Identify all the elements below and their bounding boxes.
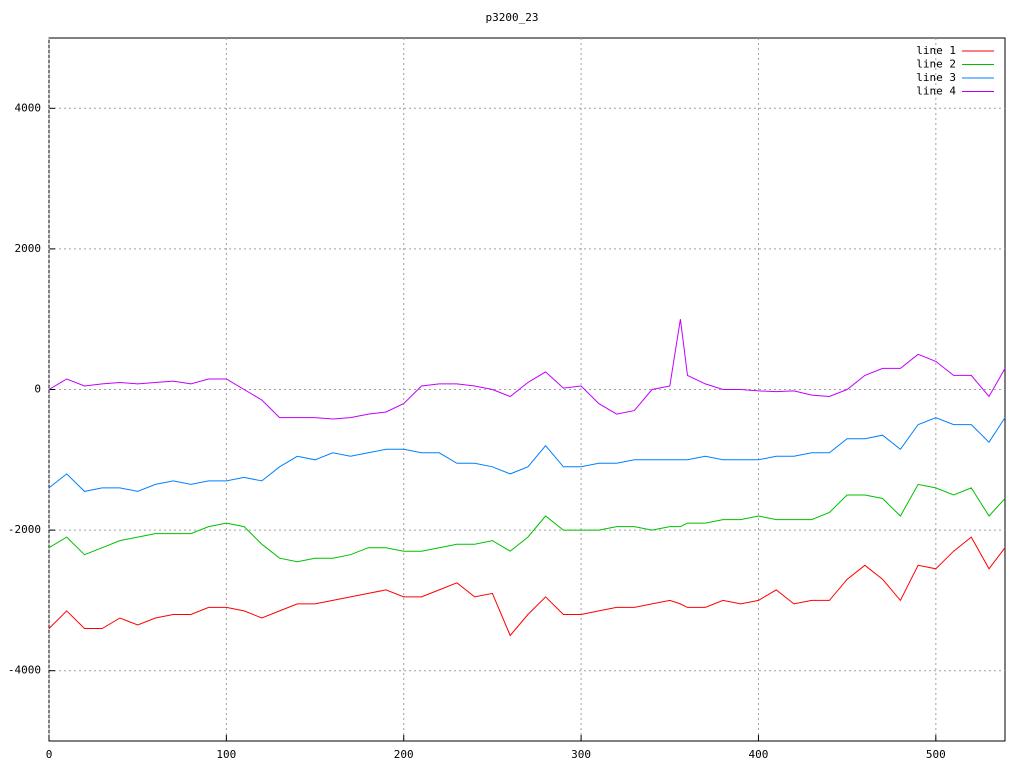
x-tick-label: 500 (926, 748, 946, 761)
data-line (48, 417, 1006, 492)
x-tick-label: 400 (749, 748, 769, 761)
legend-label: line 1 (916, 44, 956, 57)
y-tick-label: -4000 (8, 664, 41, 677)
x-tick-label: 100 (216, 748, 236, 761)
data-line (48, 536, 1006, 637)
y-tick-label: 2000 (15, 242, 42, 255)
legend-label: line 2 (916, 58, 956, 71)
chart-title: p3200_23 (486, 11, 539, 24)
x-tick-label: 200 (394, 748, 414, 761)
plot-frame (48, 37, 1006, 742)
y-tick-label: -2000 (8, 523, 41, 536)
data-line (48, 319, 1006, 420)
y-tick-label: 0 (34, 383, 41, 396)
legend-label: line 4 (916, 85, 956, 98)
legend-label: line 3 (916, 71, 956, 84)
x-tick-label: 0 (46, 748, 53, 761)
data-line (48, 483, 1006, 563)
y-tick-label: 4000 (15, 101, 42, 114)
x-tick-label: 300 (571, 748, 591, 761)
